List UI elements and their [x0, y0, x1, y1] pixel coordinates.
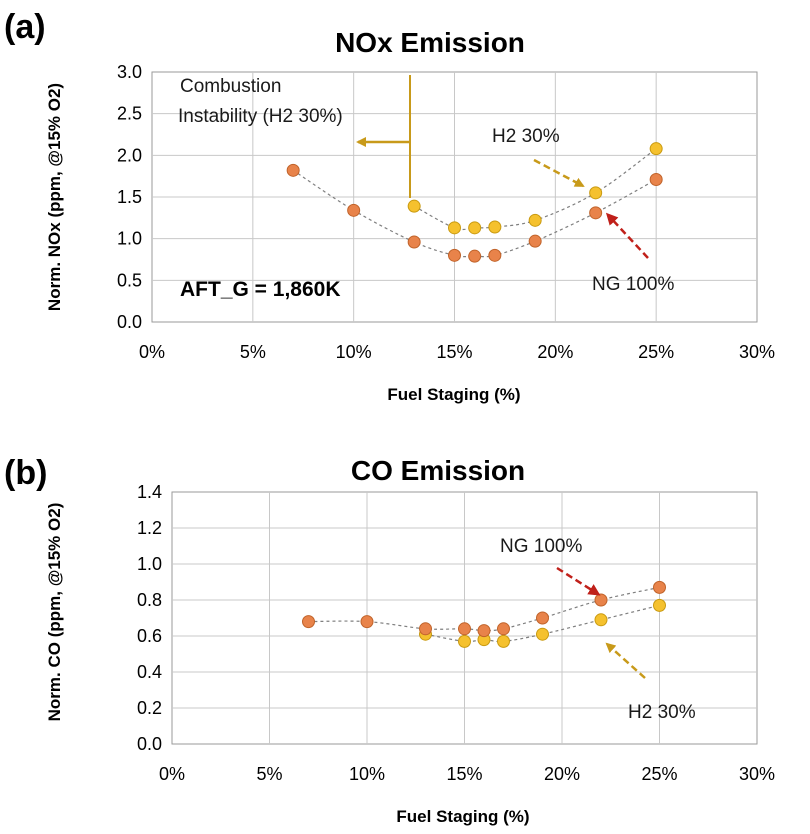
x-tick-label-co: 0% — [159, 764, 185, 784]
data-point-co-h2 — [536, 627, 549, 641]
x-tick-label-co: 25% — [641, 764, 677, 784]
y-tick-label-co: 1.0 — [137, 554, 162, 574]
data-point-nox-h2 — [448, 221, 461, 235]
y-tick-label-nox: 0.0 — [117, 312, 142, 332]
x-tick-label-nox: 30% — [739, 342, 775, 362]
x-tick-label-co: 15% — [446, 764, 482, 784]
data-point-nox-ng — [448, 248, 461, 262]
y-tick-label-co: 0.0 — [137, 734, 162, 754]
data-point-co-ng — [477, 624, 491, 638]
x-tick-label-nox: 15% — [436, 342, 472, 362]
data-points-co — [302, 580, 666, 648]
data-point-nox-ng — [347, 203, 361, 217]
data-point-nox-h2 — [468, 221, 482, 235]
data-point-nox-h2 — [407, 199, 421, 213]
y-tick-label-co: 0.2 — [137, 698, 162, 718]
y-tick-label-nox: 2.5 — [117, 104, 142, 124]
data-point-co-h2 — [594, 613, 608, 627]
annotation-ng-co: NG 100% — [500, 536, 582, 557]
grid-nox — [152, 72, 757, 322]
y-tick-label-co: 0.8 — [137, 590, 162, 610]
x-tick-label-co: 20% — [544, 764, 580, 784]
data-point-co-h2 — [653, 598, 666, 612]
y-tick-label-nox: 0.5 — [117, 270, 142, 290]
chart-title-nox: NOx Emission — [335, 27, 525, 58]
x-tick-label-co: 30% — [739, 764, 775, 784]
data-point-nox-h2 — [589, 186, 603, 200]
data-point-co-ng — [497, 622, 510, 636]
data-point-nox-ng — [286, 163, 300, 177]
data-point-nox-ng — [589, 206, 603, 220]
data-point-nox-ng — [407, 235, 421, 249]
data-point-co-h2 — [497, 634, 510, 648]
panel-b: (b) CO Emission 0% 5% 10% 15% 20% 25% 30% 0.00… — [4, 454, 775, 826]
ng-arrow-co — [556, 566, 601, 596]
y-tick-label-co: 0.6 — [137, 626, 162, 646]
y-tick-label-co: 1.4 — [137, 482, 162, 502]
x-tick-label-nox: 0% — [139, 342, 165, 362]
y-tick-label-nox: 1.5 — [117, 187, 142, 207]
data-points-nox — [286, 142, 663, 263]
y-tick-label-co: 1.2 — [137, 518, 162, 538]
y-tick-label-co: 0.4 — [137, 662, 162, 682]
annotation-h2-co: H2 30% — [628, 702, 696, 723]
ng-arrow-nox — [605, 212, 649, 259]
chart-title-co: CO Emission — [351, 455, 525, 486]
annotation-combustion: Combustion — [180, 76, 281, 97]
y-tick-label-nox: 1.0 — [117, 229, 142, 249]
data-point-nox-h2 — [649, 142, 663, 156]
panel-b-label: (b) — [4, 454, 47, 492]
trendlines-nox — [292, 148, 657, 258]
data-point-co-ng — [419, 622, 432, 636]
annotation-h2-nox: H2 30% — [492, 126, 560, 147]
data-point-nox-ng — [488, 248, 502, 262]
annotation-aft: AFT_G = 1,860K — [180, 278, 340, 301]
data-point-nox-ng — [649, 173, 663, 186]
y-ticks-co: 0.0 0.2 0.4 0.6 0.8 1.0 1.2 1.4 — [137, 482, 162, 754]
annotation-ng-nox: NG 100% — [592, 274, 674, 295]
x-tick-label-nox: 25% — [638, 342, 674, 362]
panel-a-label: (a) — [4, 8, 46, 46]
data-point-nox-ng — [468, 249, 482, 263]
x-axis-label-co: Fuel Staging (%) — [396, 807, 529, 826]
y-axis-label-nox: Norm. NOx (ppm, @15% O2) — [45, 83, 64, 311]
x-tick-label-co: 5% — [256, 764, 282, 784]
x-ticks-co: 0% 5% 10% 15% 20% 25% 30% — [159, 764, 775, 784]
h2-arrow-co — [605, 642, 646, 679]
data-point-co-ng — [302, 615, 315, 629]
data-point-co-ng — [653, 580, 666, 594]
x-tick-label-nox: 10% — [336, 342, 372, 362]
h2-arrow-nox — [533, 158, 585, 188]
panel-a: (a) NOx Emission 0% 5% 10% 15% 20% 25% 30% 0.0… — [4, 8, 775, 404]
data-point-nox-h2 — [488, 220, 502, 234]
data-point-co-ng — [360, 615, 374, 629]
annotation-instability: Instability (H2 30%) — [178, 106, 343, 127]
data-point-nox-h2 — [528, 213, 542, 227]
data-point-co-h2 — [458, 634, 471, 648]
y-tick-label-nox: 3.0 — [117, 62, 142, 82]
x-tick-label-co: 10% — [349, 764, 385, 784]
data-point-co-ng — [594, 593, 608, 607]
x-tick-label-nox: 5% — [240, 342, 266, 362]
data-point-co-ng — [536, 611, 549, 625]
y-axis-label-co: Norm. CO (ppm, @15% O2) — [45, 503, 64, 722]
data-point-co-ng — [458, 622, 471, 636]
x-ticks-nox: 0% 5% 10% 15% 20% 25% 30% — [139, 342, 775, 362]
y-ticks-nox: 0.0 0.5 1.0 1.5 2.0 2.5 3.0 — [117, 62, 142, 332]
x-tick-label-nox: 20% — [537, 342, 573, 362]
data-point-nox-ng — [528, 234, 542, 248]
y-tick-label-nox: 2.0 — [117, 145, 142, 165]
x-axis-label-nox: Fuel Staging (%) — [387, 385, 520, 404]
